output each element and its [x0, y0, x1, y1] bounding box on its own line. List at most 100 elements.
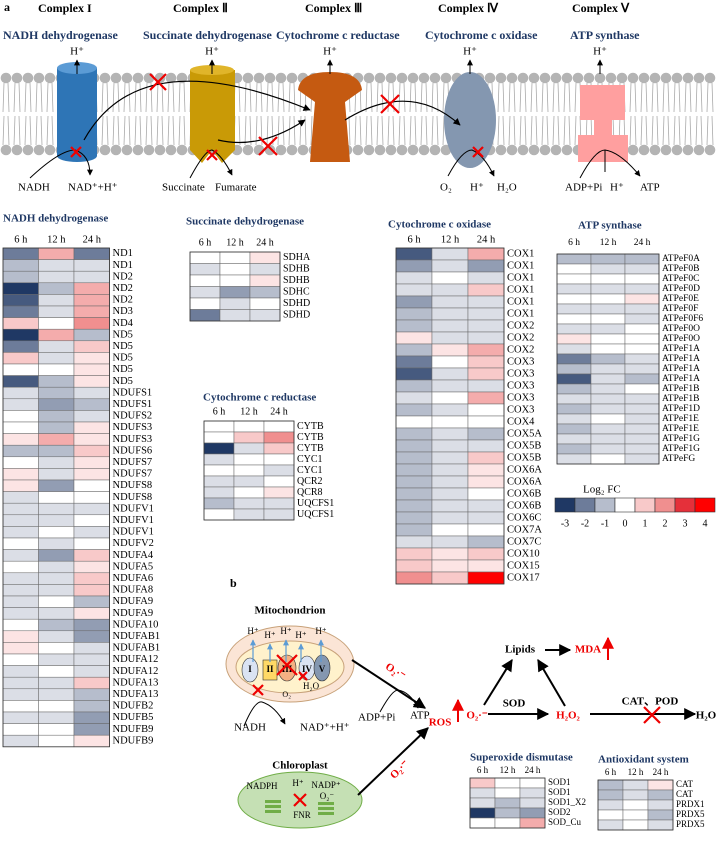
- row-label: SDHD: [283, 298, 310, 309]
- lipid-tail: [403, 82, 406, 113]
- heatmap-cell: [38, 549, 75, 562]
- inhibition-mark: [298, 671, 308, 681]
- heatmap-cell: [73, 711, 110, 724]
- lipid-tail: [150, 115, 153, 146]
- heatmap-cell: [467, 319, 505, 333]
- heatmap-cell: [431, 535, 469, 549]
- lipid-tail: [293, 82, 296, 113]
- row-label: ND1: [113, 248, 133, 259]
- heatmap-cell: [73, 514, 110, 527]
- complex-label: I: [248, 664, 252, 674]
- lipid-tail: [711, 82, 714, 113]
- heatmap-cell: [556, 413, 592, 425]
- heatmap-cell: [467, 439, 505, 453]
- heatmap-cell: [624, 253, 660, 265]
- heatmap-cell: [494, 817, 521, 829]
- row-label: ND5: [113, 329, 133, 340]
- heatmap-cell: [73, 352, 110, 365]
- heatmap-cell: [38, 688, 75, 701]
- heatmap-cell: [2, 734, 39, 748]
- heatmap-cell: [38, 572, 75, 585]
- lipid-tail: [574, 115, 577, 146]
- lipid-tail: [172, 115, 175, 146]
- lipid-head: [572, 72, 584, 84]
- row-label: NDUFS3: [113, 422, 153, 433]
- row-label: COX10: [507, 548, 540, 559]
- row-label: SOD2: [548, 807, 571, 817]
- heatmap-cell: [73, 328, 110, 342]
- row-label: ATPeF0O: [662, 334, 700, 344]
- heatmap-cell: [395, 511, 433, 525]
- row-label: COX15: [507, 560, 540, 571]
- heatmap-cell: [556, 363, 592, 375]
- thylakoid: [265, 800, 281, 803]
- heatmap-cell: [219, 309, 251, 322]
- heatmap-cell: [233, 464, 265, 477]
- heatmap-cell: [203, 420, 235, 433]
- heatmap-cell: [467, 295, 505, 309]
- lipid-tail: [387, 82, 390, 113]
- heatmap-cell: [590, 353, 626, 365]
- chloroplast-label: NADPH: [246, 781, 278, 791]
- lipid-head: [638, 144, 650, 156]
- heatmap-cell: [38, 502, 75, 516]
- lipid-tail: [497, 115, 500, 146]
- heatmap-cell: [494, 777, 521, 789]
- heatmap-frame: [203, 420, 295, 521]
- heatmap-cell: [431, 403, 469, 417]
- row-label: CYTB: [297, 432, 324, 443]
- row-label: COX1: [507, 272, 534, 283]
- heatmap-cell: [431, 439, 469, 453]
- heatmap-cell: [556, 443, 592, 455]
- heatmap-cell: [2, 723, 39, 736]
- lipid-head: [550, 72, 562, 84]
- heatmap-cell: [2, 468, 39, 481]
- inhibition-mark: [149, 73, 167, 91]
- lipid-tail: [513, 115, 516, 146]
- heatmap-cell: [494, 787, 521, 799]
- heatmap-cell: [431, 463, 469, 477]
- panel-label: a: [4, 0, 10, 14]
- thylakoids: [265, 800, 334, 815]
- heatmap-cell: [467, 259, 505, 273]
- lipid-head: [627, 72, 639, 84]
- column-header: 12 h: [600, 238, 617, 248]
- heatmap-cell: [624, 303, 660, 315]
- heatmap-cell: [233, 486, 265, 499]
- heatmap-cell: [2, 352, 39, 365]
- row-label: ATPeF1E: [662, 414, 699, 424]
- heatmap-frame: [189, 251, 281, 322]
- heatmap-cell: [189, 297, 221, 310]
- legend-tick: 4: [703, 518, 708, 529]
- heatmap-cell: [2, 363, 39, 376]
- legend-swatch: [674, 497, 696, 513]
- legend-swatch: [574, 497, 596, 513]
- heatmap-cell: [263, 464, 295, 477]
- heatmap-cell: [624, 383, 660, 395]
- lipid-head: [671, 72, 683, 84]
- lipid-tail: [46, 115, 49, 146]
- lipid-head: [594, 72, 606, 84]
- complex-i: [57, 68, 97, 156]
- lipid-head: [517, 72, 529, 84]
- mda-label: MDA: [575, 644, 601, 656]
- heatmap-cell: [38, 618, 75, 632]
- proton-label: H⁺: [315, 626, 326, 636]
- heatmap-cell: [2, 328, 39, 342]
- row-label: ND5: [113, 341, 133, 352]
- column-header: 12 h: [226, 237, 244, 248]
- heatmap-cell: [467, 571, 505, 585]
- row-label: SDHB: [283, 275, 310, 286]
- row-label: COX1: [507, 284, 534, 295]
- heatmap-cell: [219, 263, 251, 276]
- heatmap-cell: [467, 331, 505, 345]
- heatmap-cell: [233, 420, 265, 433]
- mito-complex: [241, 657, 259, 683]
- heatmap-cell: [431, 511, 469, 525]
- lipid-tail: [656, 115, 659, 146]
- lipid-tail: [684, 82, 687, 113]
- enzyme-name: Succinate dehydrogenase: [143, 28, 272, 42]
- heatmap-cell: [431, 271, 469, 285]
- heatmap-cell: [38, 386, 75, 400]
- heatmap-cell: [73, 618, 110, 632]
